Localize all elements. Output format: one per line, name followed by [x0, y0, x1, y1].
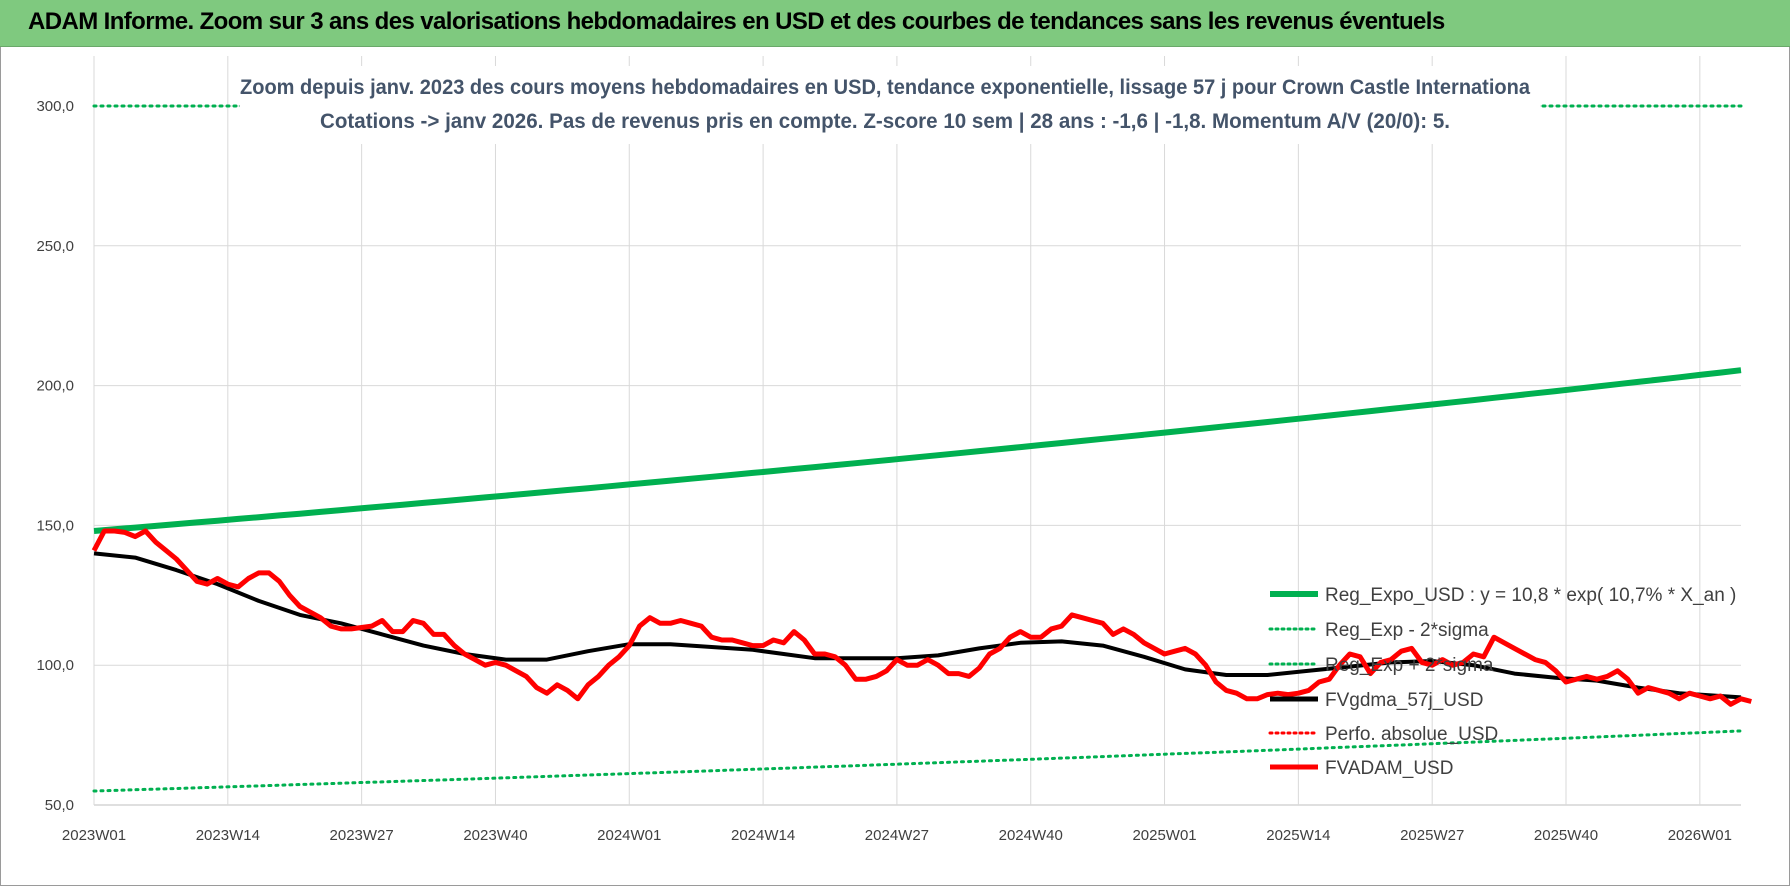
- x-tick-label: 2025W01: [1132, 827, 1196, 844]
- x-tick-label: 2024W40: [999, 827, 1063, 844]
- chart-legend: Reg_Expo_USD : y = 10,8 * exp( 10,7% * X…: [1268, 585, 1736, 779]
- x-tick-label: 2023W40: [463, 827, 527, 844]
- x-tick-label: 2025W40: [1534, 827, 1598, 844]
- x-tick-label: 2024W01: [597, 827, 661, 844]
- series-fvadam: [91, 528, 1752, 707]
- y-tick-label: 200,0: [36, 378, 74, 395]
- y-tick-label: 100,0: [36, 657, 74, 674]
- y-tick-label: 300,0: [36, 98, 74, 115]
- series-regression: [93, 367, 1742, 534]
- chart-subtitle: Cotations -> janv 2026. Pas de revenus p…: [320, 110, 1450, 133]
- chart-grid: [93, 56, 1741, 806]
- report-header: ADAM Informe. Zoom sur 3 ans des valoris…: [0, 0, 1790, 47]
- x-tick-label: 2024W27: [865, 827, 929, 844]
- legend-label: Reg_Exp + 2*sigma: [1325, 655, 1494, 676]
- legend-label: FVADAM_USD: [1325, 758, 1453, 779]
- series-moving-average: [93, 551, 1742, 700]
- x-tick-label: 2025W14: [1266, 827, 1330, 844]
- chart-series: [91, 104, 1752, 793]
- x-tick-label: 2023W01: [62, 827, 126, 844]
- report-title: ADAM Informe. Zoom sur 3 ans des valoris…: [28, 8, 1445, 35]
- x-tick-label: 2025W27: [1400, 827, 1464, 844]
- legend-label: Perfo. absolue_USD: [1325, 724, 1498, 745]
- legend-label: FVgdma_57j_USD: [1325, 690, 1483, 711]
- y-tick-label: 150,0: [36, 517, 74, 534]
- legend-label: Reg_Exp - 2*sigma: [1325, 620, 1489, 641]
- x-tick-label: 2024W14: [731, 827, 795, 844]
- y-axis-ticks: 50,0 100,0 150,0 200,0 250,0 300,0: [36, 98, 74, 814]
- series-lower-band: [92, 729, 1743, 793]
- subtitle-background: [240, 66, 1540, 144]
- x-tick-label: 2023W27: [330, 827, 394, 844]
- y-tick-label: 50,0: [45, 797, 74, 814]
- chart-title: Zoom depuis janv. 2023 des cours moyens …: [240, 76, 1530, 99]
- y-tick-label: 250,0: [36, 238, 74, 255]
- x-tick-label: 2026W01: [1668, 827, 1732, 844]
- x-axis-ticks: 2023W01 2023W14 2023W27 2023W40 2024W01 2024W…: [62, 827, 1732, 844]
- legend-label: Reg_Expo_USD : y = 10,8 * exp( 10,7% * X…: [1325, 585, 1736, 606]
- x-tick-label: 2023W14: [196, 827, 260, 844]
